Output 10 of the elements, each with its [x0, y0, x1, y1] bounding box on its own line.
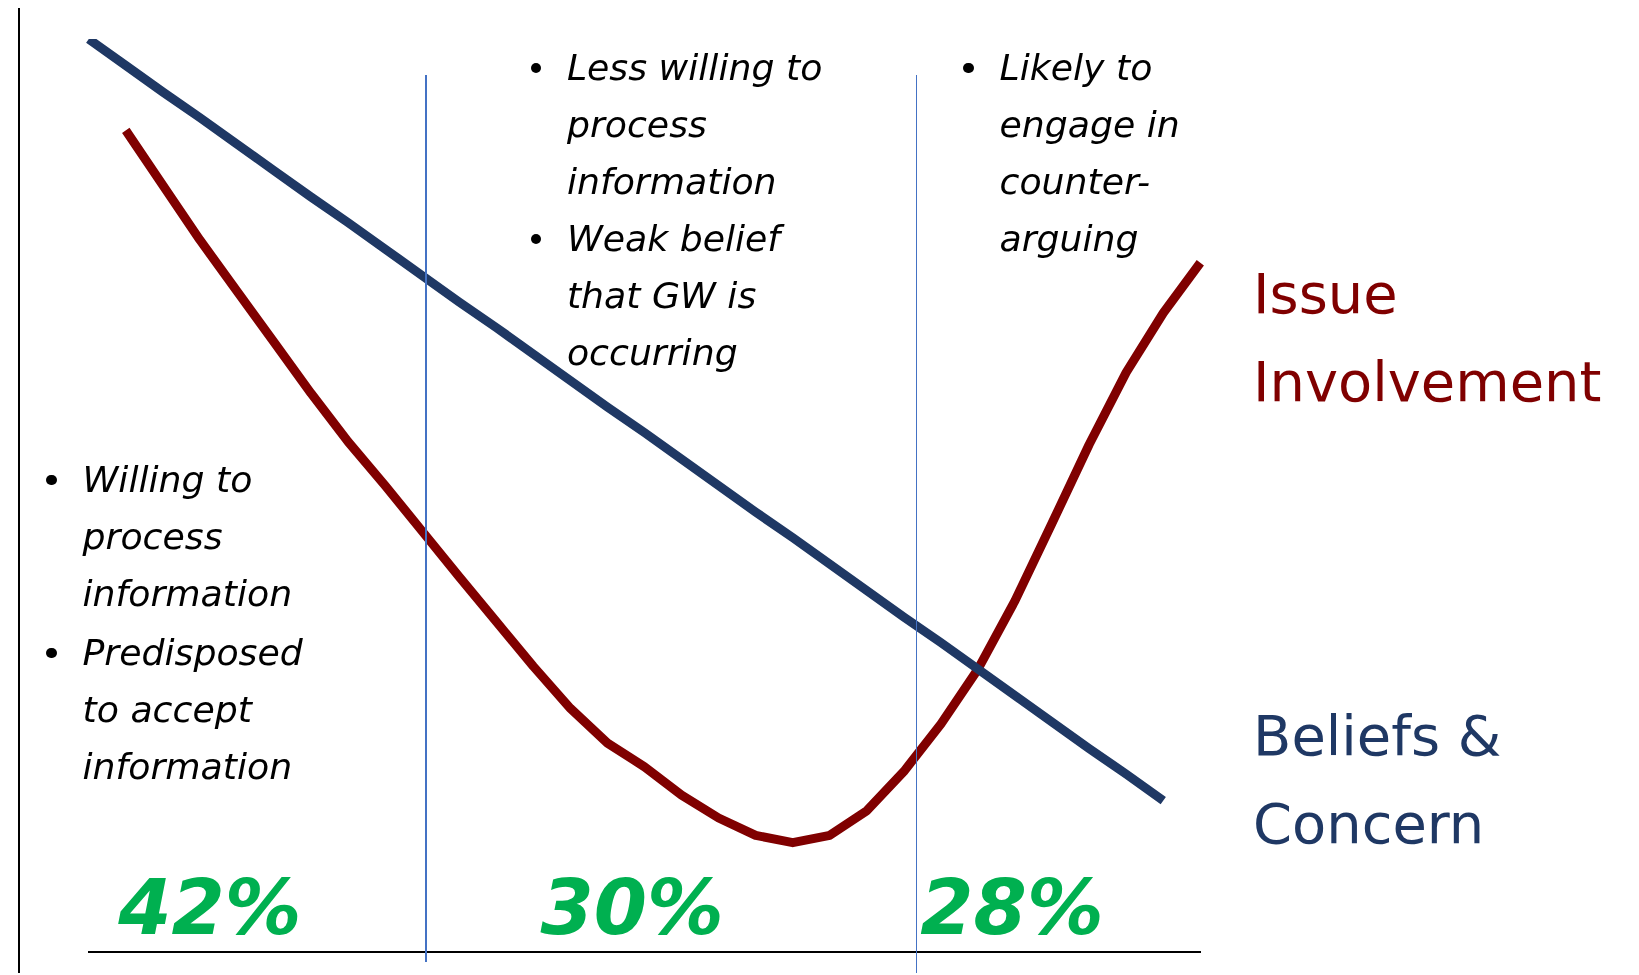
annotation: 30% [540, 863, 724, 953]
annotation: Likely to engage in counter-arguing [999, 46, 1180, 261]
annotation: Willing to process information [81, 458, 293, 616]
series-label: Issue Involvement [1253, 261, 1602, 415]
series-label: Beliefs & Concern [1253, 703, 1502, 857]
annotation: 28% [920, 863, 1104, 953]
annotation: Predisposed to accept information [82, 631, 304, 789]
annotation: Weak belief that GW is occurring [566, 217, 786, 375]
annotation: 42% [117, 863, 302, 953]
annotation: Less willing to process information [565, 46, 823, 204]
